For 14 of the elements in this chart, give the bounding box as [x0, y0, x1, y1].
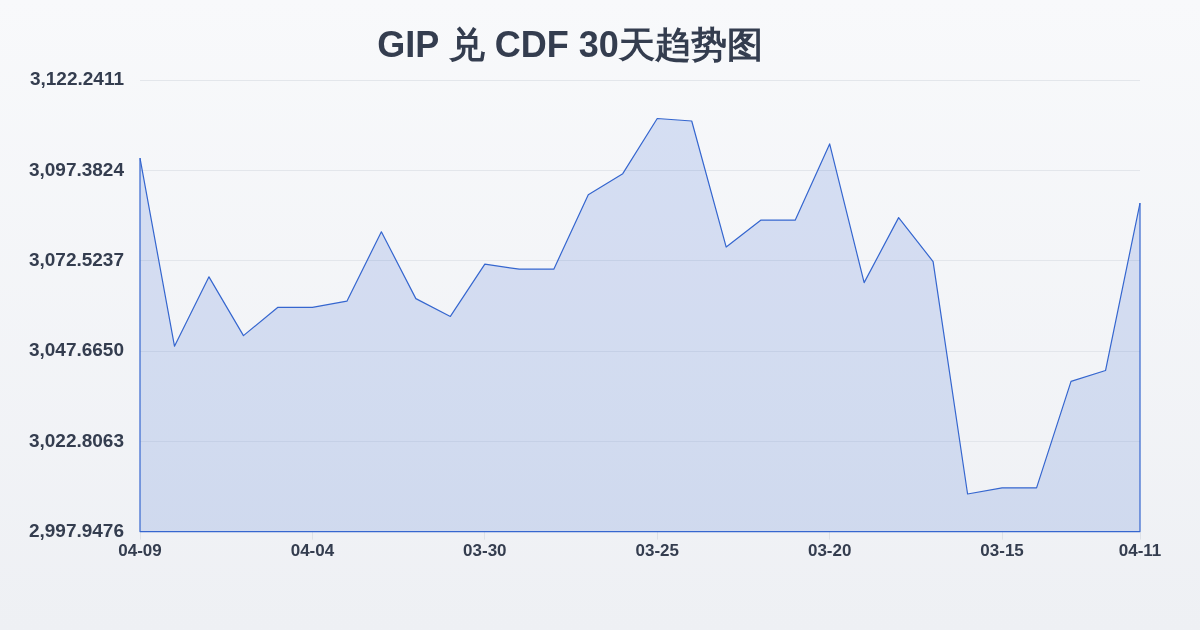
- y-tick-label: 2,997.9476: [28, 519, 124, 541]
- y-tick-label: 3,072.5237: [28, 248, 124, 270]
- x-tick-label: 03-30: [463, 541, 507, 561]
- x-tick-label: 03-20: [807, 541, 852, 561]
- x-tick-label: 03-25: [635, 541, 679, 561]
- x-tick-label: 04-09: [118, 541, 162, 561]
- y-tick-label: 3,047.6650: [28, 339, 124, 361]
- x-tick-label: 04-11: [1118, 541, 1162, 561]
- chart-title: GIP 兑 CDF 30天趋势图: [377, 23, 763, 65]
- x-tick-label: 04-04: [290, 541, 335, 561]
- y-tick-label: 3,122.2411: [29, 68, 125, 90]
- y-tick-label: 3,022.8063: [28, 429, 124, 451]
- x-tick-label: 03-15: [980, 541, 1024, 561]
- y-tick-label: 3,097.3824: [28, 158, 125, 180]
